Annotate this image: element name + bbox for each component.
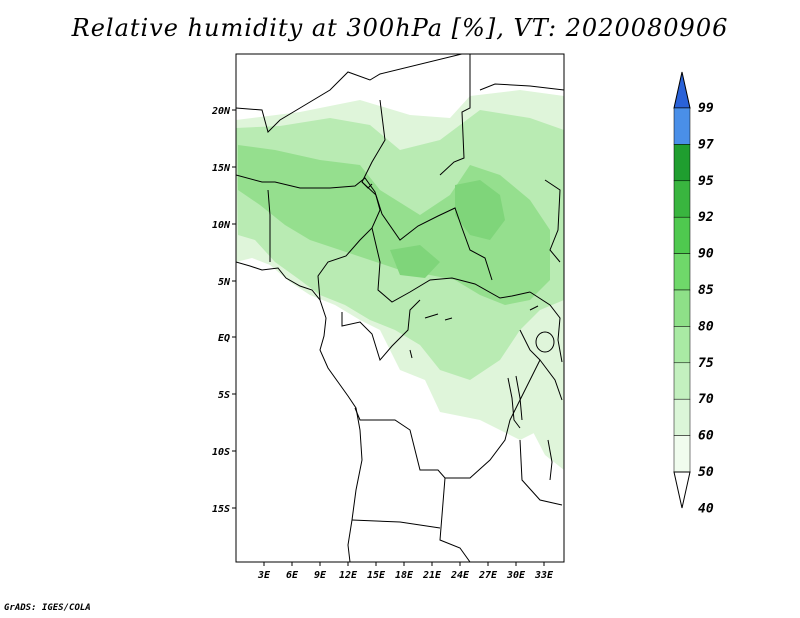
coastline-west-africa — [236, 261, 363, 562]
colorbar-label: 97 — [698, 137, 714, 152]
map-frame — [235, 53, 565, 563]
colorbar-segment — [673, 471, 691, 509]
lat-label: 20N — [211, 106, 231, 117]
colorbar-segment — [673, 253, 691, 291]
lat-label: 15N — [212, 163, 231, 174]
lon-label: 18E — [395, 570, 414, 581]
colorbar-label: 50 — [698, 465, 714, 480]
colorbar-segment — [673, 144, 691, 182]
lon-label: 12E — [339, 570, 358, 581]
longitude-axis — [263, 562, 545, 566]
lat-label: EQ — [218, 333, 230, 344]
lat-label: 5S — [218, 390, 230, 401]
colorbar: 99 97 95 92 90 85 80 75 70 60 50 40 — [673, 71, 714, 516]
colorbar-segment — [673, 216, 691, 254]
lat-label: 10S — [212, 447, 230, 458]
border-chad — [361, 99, 493, 281]
congo-river-marks — [409, 305, 539, 359]
colorbar-label: 70 — [698, 392, 714, 407]
border-car — [371, 227, 531, 303]
lat-label: 10N — [212, 220, 231, 231]
colorbar-segment — [673, 180, 691, 218]
lakes — [361, 181, 555, 481]
latitude-labels: 20N 15N 10N 5N EQ 5S 10S 15S — [211, 106, 231, 515]
humidity-shading — [236, 90, 564, 470]
lon-label: 3E — [257, 570, 271, 581]
colorbar-label: 60 — [698, 429, 714, 444]
colorbar-label: 80 — [698, 319, 714, 334]
border-niger-nigeria — [236, 174, 381, 211]
longitude-labels: 3E 6E 9E 12E 15E 18E 21E 24E 27E 30E 33E — [257, 570, 554, 581]
colorbar-label: 99 — [698, 101, 714, 116]
colorbar-label: 40 — [698, 501, 714, 516]
colorbar-segment — [673, 362, 691, 400]
colorbar-segment — [673, 398, 691, 436]
lat-label: 5N — [218, 277, 231, 288]
lake-tanganyika — [507, 375, 523, 429]
lon-label: 21E — [422, 570, 442, 581]
colorbar-segment — [673, 71, 691, 109]
lon-label: 15E — [367, 570, 386, 581]
latitude-axis — [232, 109, 236, 509]
border-sahara-north — [236, 54, 471, 176]
lon-label: 24E — [450, 570, 470, 581]
lon-label: 27E — [478, 570, 498, 581]
colorbar-label: 92 — [698, 210, 714, 225]
border-drc — [341, 299, 541, 479]
colorbar-segment — [673, 289, 691, 327]
lake-malawi — [547, 439, 553, 481]
country-borders — [236, 54, 564, 562]
map-title: Relative humidity at 300hPa [%], VT: 202… — [71, 14, 729, 42]
humidity-patch-south — [530, 390, 564, 470]
colorbar-label: 75 — [698, 356, 714, 371]
colorbar-segment — [673, 107, 691, 145]
colorbar-label: 90 — [698, 247, 714, 262]
lake-victoria — [535, 331, 555, 353]
border-east — [479, 83, 564, 263]
colorbar-segment — [673, 326, 691, 364]
border-angola-zambia — [351, 439, 563, 562]
lon-label: 33E — [534, 570, 554, 581]
lon-label: 30E — [506, 570, 526, 581]
grads-credit: GrADS: IGES/COLA — [4, 603, 91, 613]
colorbar-segment — [673, 435, 691, 473]
lon-label: 6E — [286, 570, 299, 581]
colorbar-label: 85 — [698, 283, 714, 298]
lake-chad — [361, 181, 373, 189]
lat-label: 15S — [212, 504, 230, 515]
humidity-area-darkest — [390, 180, 505, 278]
colorbar-label: 95 — [698, 174, 714, 189]
lon-label: 9E — [314, 570, 327, 581]
border-uganda-kenya — [529, 291, 563, 401]
